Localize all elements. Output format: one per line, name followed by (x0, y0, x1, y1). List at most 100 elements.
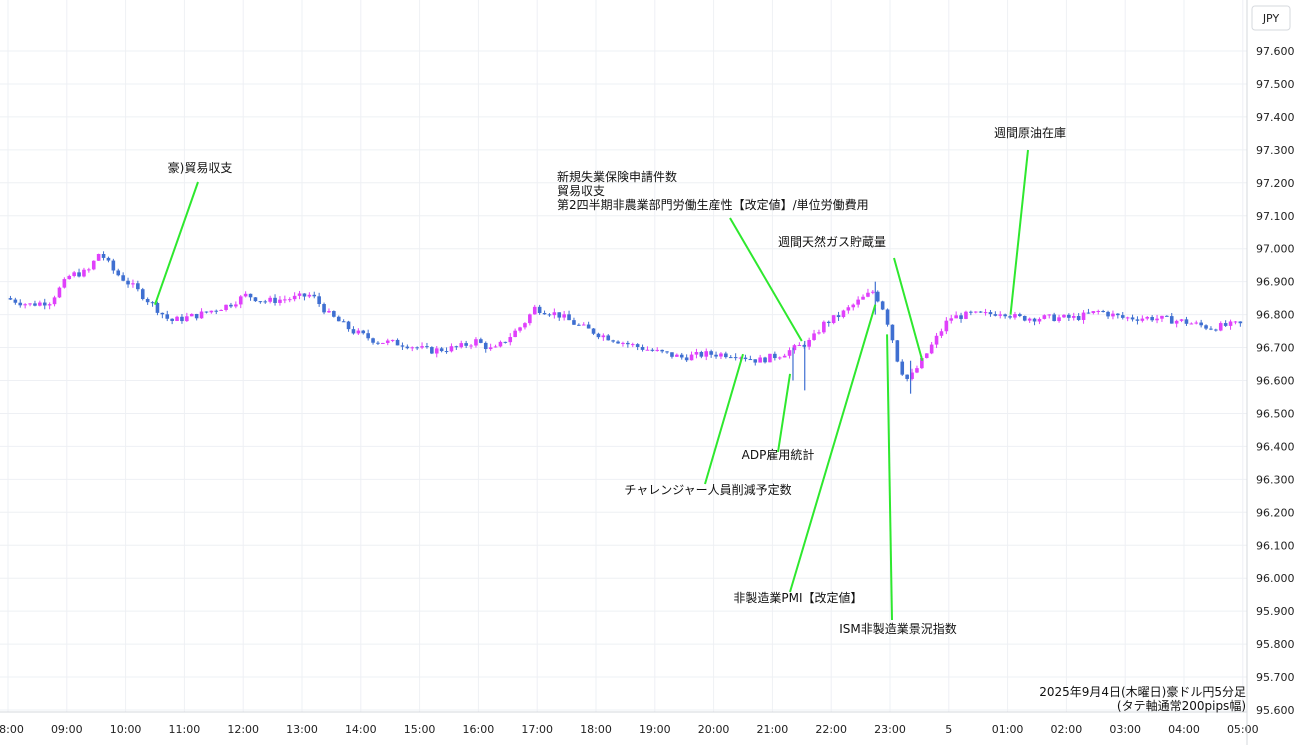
y-tick-label: 96.100 (1256, 539, 1295, 552)
candle (978, 311, 983, 313)
event-annotation: 週間原油在庫 (994, 126, 1066, 315)
candle-body (1125, 317, 1130, 319)
candle (1042, 314, 1047, 320)
candle (900, 359, 905, 376)
candle (993, 311, 998, 317)
candle-body (248, 293, 253, 298)
y-tick-label: 96.800 (1256, 309, 1295, 322)
candle-body (518, 327, 522, 331)
x-tick-label: 02:00 (1051, 723, 1083, 736)
candle-body (782, 355, 787, 358)
candle (885, 308, 890, 327)
candle (420, 342, 424, 350)
candle (454, 345, 459, 350)
candle (194, 313, 199, 321)
candle (390, 339, 395, 343)
candle (1013, 311, 1017, 320)
candle (1096, 309, 1101, 315)
candle-body (341, 321, 346, 323)
candle (356, 328, 361, 335)
candle-body (454, 346, 459, 348)
candle-body (714, 354, 718, 357)
candle-body (449, 346, 454, 352)
candle (665, 351, 669, 354)
candle-body (479, 339, 483, 343)
candle-body (826, 321, 831, 324)
candle (939, 328, 944, 339)
candle-body (503, 341, 508, 343)
candle-body (47, 304, 52, 306)
candle-body (13, 299, 18, 303)
candle-body (773, 353, 777, 359)
candle (209, 310, 214, 314)
candle-body (694, 351, 699, 355)
candle-body (532, 306, 537, 315)
candle-body (140, 289, 145, 300)
candle-body (42, 302, 47, 306)
candle-body (645, 349, 650, 351)
candle (366, 329, 370, 341)
candle-body (557, 312, 562, 318)
candle-body (317, 296, 321, 305)
candle (645, 346, 650, 351)
candle-body (753, 359, 758, 363)
currency-button[interactable]: JPY (1251, 5, 1291, 31)
candle-body (807, 339, 811, 347)
candle (866, 288, 870, 298)
candle-body (28, 303, 32, 305)
candle-body (831, 315, 836, 324)
candle-body (699, 351, 704, 357)
annotation-line (1009, 149, 1029, 315)
candle (846, 305, 851, 314)
candle (836, 311, 841, 321)
candle-body (964, 311, 968, 319)
candle-body (390, 339, 395, 341)
candle-body (822, 321, 826, 333)
candle (807, 337, 811, 350)
candle (1209, 326, 1213, 331)
candle (714, 351, 718, 359)
y-tick-label: 97.600 (1256, 45, 1295, 58)
annotation-line (886, 334, 893, 621)
candle-body (944, 320, 949, 332)
candle-body (1218, 323, 1223, 331)
candle (483, 341, 488, 353)
candle-body (126, 280, 130, 285)
candle-body (777, 357, 782, 359)
candle-body (366, 333, 370, 339)
candle (101, 251, 106, 261)
candle (1106, 310, 1110, 319)
candle-body (763, 357, 767, 363)
candle-body (96, 254, 101, 261)
candle-body (67, 275, 72, 280)
candle (224, 304, 228, 312)
candle (964, 310, 968, 320)
candle-body (812, 333, 816, 340)
candle (140, 287, 145, 301)
candle-body (973, 311, 978, 313)
candle-body (1111, 313, 1115, 317)
candle (371, 337, 375, 345)
candle (327, 308, 331, 313)
candle (1081, 310, 1086, 324)
candle-body (924, 353, 929, 358)
x-tick-label: 18:00 (580, 723, 612, 736)
candle-body (234, 304, 238, 307)
candle-body (253, 297, 258, 302)
candle (1018, 312, 1022, 318)
x-tick-label: 13:00 (286, 723, 318, 736)
candle (449, 343, 454, 353)
event-annotation: 豪)貿易収支 (154, 160, 232, 306)
candle-body (684, 357, 689, 361)
candle-body (988, 312, 993, 315)
candle (591, 328, 596, 336)
candle-body (1169, 316, 1174, 324)
candle-body (743, 357, 748, 360)
candle (1233, 321, 1238, 325)
candle-body (194, 313, 199, 319)
candle-body (82, 269, 86, 277)
candle (719, 352, 723, 360)
candle (297, 290, 302, 300)
y-tick-label: 97.100 (1256, 210, 1295, 223)
candle-body (160, 312, 165, 315)
